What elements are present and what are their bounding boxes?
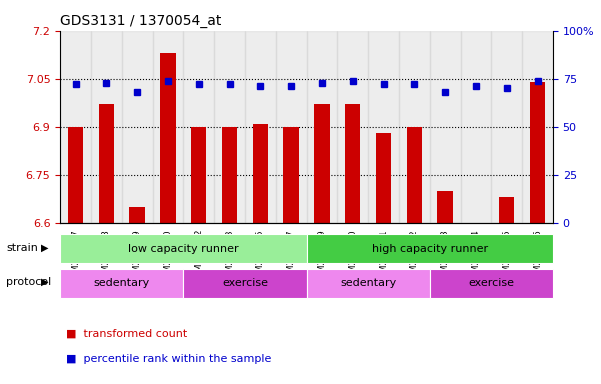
Bar [460,31,491,223]
Text: ▶: ▶ [41,243,49,253]
Bar [183,269,307,298]
Bar [530,82,545,223]
Bar [368,31,399,223]
Bar [214,31,245,223]
Bar [153,31,183,223]
Text: low capacity runner: low capacity runner [128,243,239,254]
Text: ■  transformed count: ■ transformed count [66,329,188,339]
Bar [121,31,153,223]
Bar [522,31,553,223]
Bar [307,269,430,298]
Text: sedentary: sedentary [94,278,150,288]
Bar [60,269,183,298]
Bar [222,127,237,223]
Bar [160,53,175,223]
Bar [438,191,453,223]
Bar [191,127,206,223]
Bar [307,31,337,223]
Bar [345,104,361,223]
Bar [407,127,422,223]
Text: GDS3131 / 1370054_at: GDS3131 / 1370054_at [60,14,222,28]
Bar [314,104,329,223]
Bar [430,31,460,223]
Bar [129,207,145,223]
Bar [337,31,368,223]
Bar [499,197,514,223]
Bar [276,31,307,223]
Bar [307,234,553,263]
Bar [99,104,114,223]
Bar [284,127,299,223]
Bar [60,234,307,263]
Bar [183,31,214,223]
Bar [245,31,276,223]
Bar [376,133,391,223]
Bar [399,31,430,223]
Bar [491,31,522,223]
Text: exercise: exercise [468,278,514,288]
Text: strain: strain [6,243,38,253]
Text: high capacity runner: high capacity runner [371,243,488,254]
Bar [252,124,268,223]
Text: protocol: protocol [6,277,51,287]
Bar [91,31,121,223]
Bar [60,31,91,223]
Text: ■  percentile rank within the sample: ■ percentile rank within the sample [66,354,272,364]
Bar [430,269,553,298]
Bar [68,127,83,223]
Text: ▶: ▶ [41,277,49,287]
Text: sedentary: sedentary [340,278,396,288]
Text: exercise: exercise [222,278,268,288]
